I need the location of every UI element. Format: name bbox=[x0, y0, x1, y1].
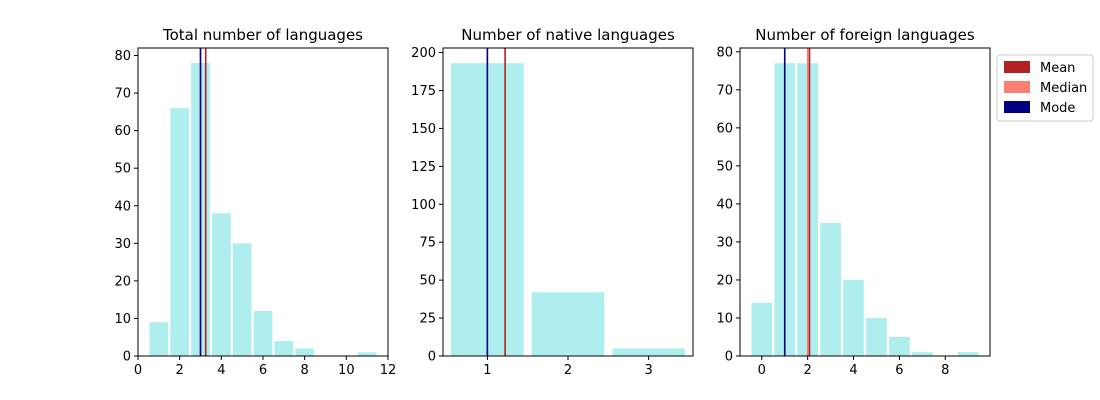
x-tick-label: 0 bbox=[758, 363, 766, 378]
y-tick-label: 20 bbox=[114, 274, 131, 289]
y-tick-label: 10 bbox=[716, 311, 733, 326]
x-tick-label: 6 bbox=[895, 363, 903, 378]
chart-title: Number of native languages bbox=[461, 26, 675, 44]
y-tick-label: 70 bbox=[114, 87, 131, 102]
x-tick-label: 2 bbox=[564, 363, 572, 378]
bar-8 bbox=[295, 348, 315, 356]
bar-7 bbox=[912, 352, 933, 356]
x-tick-label: 8 bbox=[941, 363, 949, 378]
x-tick-label: 12 bbox=[380, 363, 397, 378]
y-tick-label: 60 bbox=[716, 121, 733, 136]
y-tick-label: 40 bbox=[716, 197, 733, 212]
x-tick-label: 2 bbox=[804, 363, 812, 378]
y-tick-label: 50 bbox=[114, 162, 131, 177]
y-tick-label: 100 bbox=[411, 198, 436, 213]
y-tick-label: 80 bbox=[114, 49, 131, 64]
y-tick-label: 20 bbox=[716, 273, 733, 288]
x-tick-label: 0 bbox=[134, 363, 142, 378]
x-tick-label: 6 bbox=[259, 363, 267, 378]
y-tick-label: 0 bbox=[123, 350, 131, 365]
bar-6 bbox=[253, 310, 273, 356]
chart-panel-1: 0 2 4 6 8 10 12 0 10 20 30 40 50 60 70 80 Total number o… bbox=[114, 26, 396, 378]
x-tick-label: 2 bbox=[176, 363, 184, 378]
y-tick-label: 50 bbox=[716, 159, 733, 174]
y-tick-label: 30 bbox=[114, 237, 131, 252]
bar-2 bbox=[170, 108, 190, 356]
x-tick-label: 10 bbox=[338, 363, 355, 378]
y-tick-label: 200 bbox=[411, 46, 436, 61]
legend-swatch-median bbox=[1004, 81, 1030, 93]
y-tick-label: 25 bbox=[419, 312, 436, 327]
legend-label-mean: Mean bbox=[1040, 61, 1075, 76]
x-tick-label: 3 bbox=[645, 363, 653, 378]
chart-title: Total number of languages bbox=[162, 26, 363, 44]
legend: Mean Median Mode bbox=[996, 54, 1094, 122]
y-tick-label: 30 bbox=[716, 235, 733, 250]
y-tick-label: 125 bbox=[411, 160, 436, 175]
bar-5 bbox=[232, 243, 252, 356]
axes-frame bbox=[739, 47, 991, 357]
x-tick-label: 4 bbox=[217, 363, 225, 378]
y-tick-label: 0 bbox=[725, 350, 733, 365]
bar-1 bbox=[149, 322, 169, 356]
y-tick-label: 150 bbox=[411, 122, 436, 137]
legend-label-mode: Mode bbox=[1040, 101, 1075, 116]
y-tick-label: 175 bbox=[411, 84, 436, 99]
y-tick-label: 0 bbox=[428, 350, 436, 365]
bar-6 bbox=[889, 336, 910, 356]
y-tick-label: 80 bbox=[716, 45, 733, 60]
x-tick-label: 4 bbox=[849, 363, 857, 378]
y-tick-label: 10 bbox=[114, 312, 131, 327]
y-tick-label: 70 bbox=[716, 83, 733, 98]
bar-11 bbox=[357, 352, 377, 356]
chart-panel-2: 1 2 3 0 25 50 75 100 125 150 175 200 Number of nativ… bbox=[411, 26, 694, 378]
legend-swatch-mode bbox=[1004, 101, 1030, 113]
bar-2 bbox=[531, 292, 605, 356]
chart-title: Number of foreign languages bbox=[755, 26, 975, 44]
bar-7 bbox=[274, 340, 294, 356]
legend-swatch-mean bbox=[1004, 61, 1030, 73]
bar-4 bbox=[843, 279, 864, 356]
bar-9 bbox=[957, 352, 979, 356]
y-tick-label: 75 bbox=[419, 236, 436, 251]
y-tick-label: 60 bbox=[114, 124, 131, 139]
legend-label-median: Median bbox=[1040, 81, 1087, 96]
y-tick-label: 50 bbox=[419, 274, 436, 289]
y-tick-label: 40 bbox=[114, 199, 131, 214]
bar-4 bbox=[211, 213, 231, 356]
x-tick-label: 1 bbox=[483, 363, 491, 378]
bar-3 bbox=[612, 348, 685, 356]
bar-3 bbox=[820, 222, 841, 356]
bar-5 bbox=[866, 317, 887, 356]
x-tick-label: 8 bbox=[301, 363, 309, 378]
bar-0 bbox=[751, 302, 773, 356]
